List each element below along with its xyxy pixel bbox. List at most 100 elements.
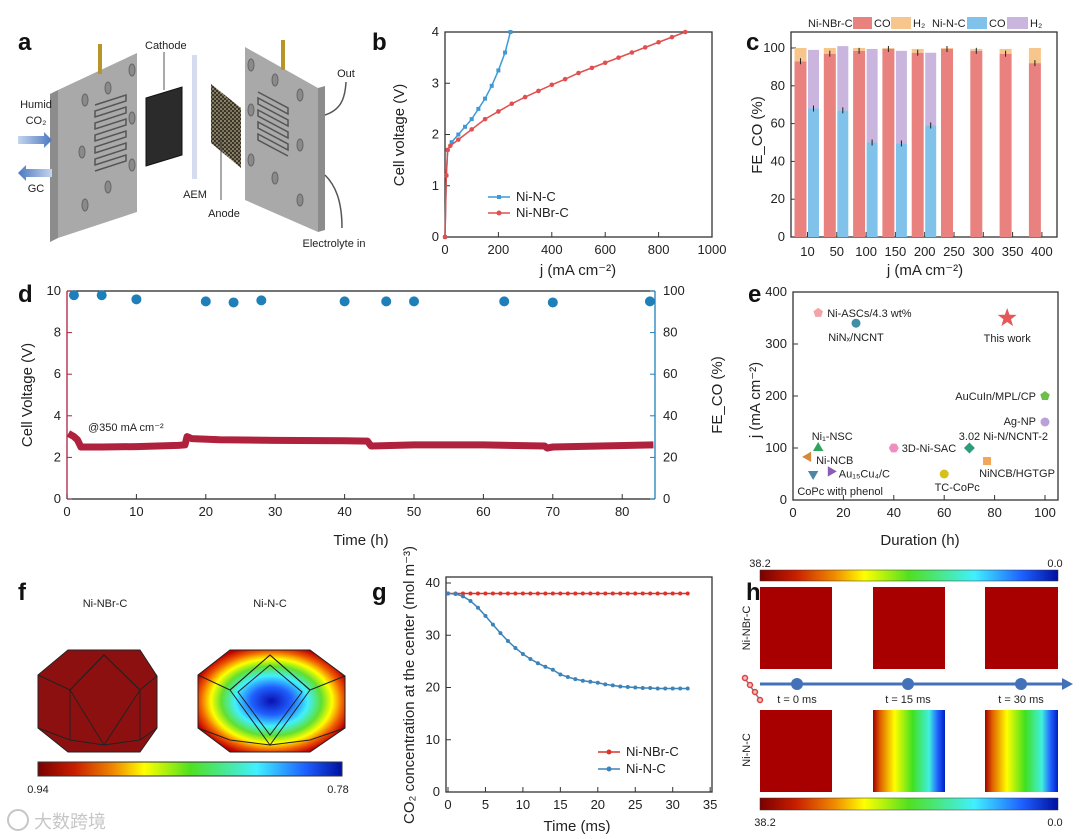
data-point	[625, 591, 630, 596]
marker-triangle-down	[807, 471, 819, 480]
f-colorbar	[37, 761, 343, 777]
data-point	[595, 680, 600, 685]
data-point	[610, 591, 615, 596]
label-cathode: Cathode	[145, 40, 187, 52]
legend-label: Ni-NBr-C	[626, 744, 679, 759]
x-axis-label: j (mA cm⁻²)	[539, 262, 616, 279]
data-point	[513, 645, 518, 650]
point-label: CoPc with phenol	[797, 486, 883, 498]
x-tick-label: 80	[987, 505, 1001, 520]
data-point	[642, 45, 648, 50]
bar-ni-n-c-co	[808, 108, 819, 237]
data-point	[469, 117, 474, 122]
legend-marker	[606, 749, 612, 755]
data-point	[468, 598, 473, 603]
x-tick-label: 10	[800, 244, 814, 259]
data-point	[543, 591, 548, 596]
bar-ni-nbr-c-co	[853, 50, 866, 238]
x-tick-label: 35	[703, 797, 717, 812]
h-bottom-colorbar-left: 38.2	[754, 817, 775, 829]
data-point	[685, 686, 690, 691]
data-point	[505, 591, 510, 596]
legend-label: Ni-N-C	[516, 189, 556, 204]
plot-frame	[790, 31, 1058, 238]
data-point	[625, 684, 630, 689]
panel-label: g	[372, 579, 387, 606]
data-point	[573, 591, 578, 596]
f-left-title: Ni-NBr-C	[83, 598, 128, 610]
data-point	[633, 685, 638, 690]
h-row-top-label: Ni-NBr-C	[741, 606, 753, 651]
left-flow-channels	[94, 93, 127, 172]
y-tick-label: 2	[432, 127, 439, 142]
h-time-dot	[791, 678, 803, 690]
bar-ni-n-c-co	[925, 125, 937, 237]
data-point	[456, 137, 461, 142]
x-tick-label: 5	[482, 797, 489, 812]
y-tick-label: 20	[663, 449, 677, 464]
panel-label: h	[746, 579, 761, 606]
marker-triangle-right	[827, 466, 837, 477]
humid-co2-arrow-icon	[18, 132, 52, 148]
fe-point	[547, 297, 558, 308]
data-point	[550, 591, 555, 596]
legend-label: Ni-NBr-C	[516, 205, 569, 220]
point-label: Ni₁-NSC	[812, 431, 853, 443]
data-point	[520, 652, 525, 657]
legend-label: Ni-N-C	[626, 761, 666, 776]
h-bottom-colorbar	[759, 797, 1059, 811]
legend-swatch	[967, 17, 987, 29]
y-tick-label: 200	[765, 388, 787, 403]
x-axis-label: Time (ms)	[544, 818, 611, 835]
data-point	[475, 591, 480, 596]
x-tick-label: 30	[268, 504, 282, 519]
y-tick-label: 0	[432, 229, 439, 244]
label-aem: AEM	[183, 189, 207, 201]
bar-ni-nbr-c-co	[941, 48, 953, 237]
y-axis-label: FE_CO (%)	[749, 96, 766, 174]
label-gc: GC	[28, 183, 45, 195]
x-axis-label: Duration (h)	[880, 532, 959, 549]
data-point	[655, 686, 660, 691]
x-tick-label: 600	[594, 242, 616, 257]
data-point	[618, 684, 623, 689]
legend-group-label: Ni-N-C	[932, 18, 966, 30]
h-top-colorbar-right: 0.0	[1047, 558, 1062, 570]
point-label: NiNCB/HGTGP	[979, 468, 1055, 480]
y-tick-label: 80	[663, 325, 677, 340]
bar-ni-nbr-c-h2	[794, 48, 807, 62]
fe-point	[200, 296, 211, 307]
data-point	[498, 631, 503, 636]
legend-marker	[497, 195, 501, 199]
right-plate-holes	[247, 58, 304, 207]
series-line	[447, 592, 688, 690]
legend-group-label: Ni-NBr-C	[808, 18, 853, 30]
fe-point	[228, 297, 239, 308]
data-point	[535, 661, 540, 666]
h-time-label: t = 0 ms	[777, 694, 817, 706]
right-plate	[245, 47, 318, 232]
series-Ni-NBr-C	[442, 29, 688, 240]
x-tick-label: 300	[972, 244, 994, 259]
point-label: Ni-ASCs/4.3 wt%	[827, 308, 912, 320]
label-humid: Humid	[20, 99, 52, 111]
data-point	[496, 68, 501, 73]
data-point	[640, 686, 645, 691]
data-point	[610, 683, 615, 688]
fe-point	[409, 296, 419, 307]
x-tick-label: 800	[648, 242, 670, 257]
fe-point	[131, 294, 142, 305]
simulation-h: 38.2 0.0 Ni-NBr-C t = 0 ms t = 15 ms t =…	[741, 558, 1073, 829]
legend-marker	[496, 210, 502, 216]
marker-star	[997, 308, 1017, 327]
bar-ni-n-c-h2	[837, 46, 849, 111]
x-tick-label: 50	[407, 504, 421, 519]
voltage-series	[66, 430, 654, 452]
marker-hexagon	[888, 443, 899, 453]
data-point	[580, 591, 585, 596]
x-tick-label: 40	[887, 505, 901, 520]
data-point	[683, 29, 688, 35]
data-point	[463, 124, 468, 129]
data-point	[476, 106, 481, 111]
marker-circle	[939, 469, 949, 479]
